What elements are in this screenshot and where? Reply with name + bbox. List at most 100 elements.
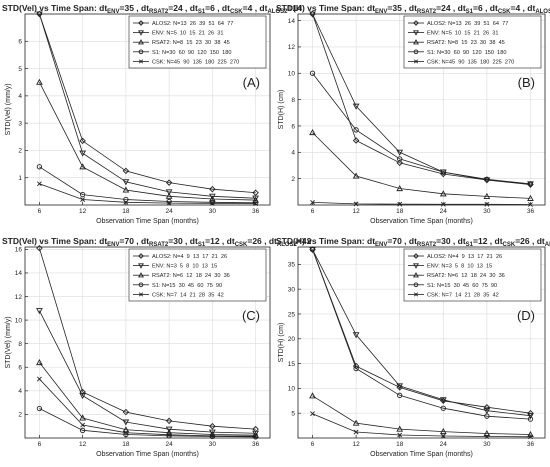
data-point bbox=[122, 408, 130, 416]
data-point bbox=[397, 201, 403, 207]
legend-marker bbox=[138, 263, 144, 269]
x-axis-label: Observation Time Span (months) bbox=[370, 451, 473, 458]
legend-marker bbox=[413, 39, 419, 45]
data-point bbox=[440, 433, 446, 439]
chart-title: STD(Vel) vs Time Span: dtENV=70 , dtRSAT… bbox=[2, 236, 312, 248]
series-line-4 bbox=[312, 249, 531, 420]
y-tick-label: 10 bbox=[15, 317, 23, 324]
y-tick-label: 2 bbox=[18, 412, 22, 419]
data-point bbox=[484, 176, 490, 182]
x-tick-label: 36 bbox=[527, 208, 535, 215]
x-axis-label: Observation Time Span (months) bbox=[370, 218, 473, 225]
plot-frame bbox=[297, 13, 546, 206]
data-point bbox=[353, 127, 359, 133]
data-point bbox=[165, 192, 173, 199]
x-tick-label: 24 bbox=[440, 208, 448, 215]
data-point bbox=[208, 429, 216, 436]
data-point bbox=[396, 425, 404, 432]
legend-marker bbox=[413, 30, 419, 36]
data-point bbox=[123, 199, 129, 205]
data-point bbox=[440, 201, 446, 207]
x-tick-label: 24 bbox=[166, 208, 174, 215]
legend-entry: ENV: N=5 10 15 21 26 31 bbox=[152, 31, 223, 37]
legend-entry: ALOS2: N=4 9 13 17 21 26 bbox=[427, 254, 502, 260]
y-tick-label: 10 bbox=[288, 71, 296, 78]
data-point bbox=[122, 167, 130, 175]
legend-marker bbox=[138, 49, 144, 55]
y-tick-label: 4 bbox=[291, 150, 295, 157]
data-point bbox=[397, 156, 403, 162]
data-point bbox=[209, 422, 216, 430]
series-line-3 bbox=[39, 82, 256, 201]
data-point bbox=[352, 172, 360, 179]
data-point bbox=[484, 413, 490, 419]
y-tick-label: 12 bbox=[15, 294, 23, 301]
y-tick-label: 8 bbox=[18, 341, 22, 348]
panel-label: (A) bbox=[243, 75, 260, 90]
x-tick-label: 36 bbox=[252, 441, 260, 448]
legend-entry: ALOS2: N=13 26 39 51 64 77 bbox=[152, 21, 233, 27]
legend-marker bbox=[138, 30, 144, 36]
x-tick-label: 36 bbox=[527, 441, 535, 448]
series-line-4 bbox=[39, 166, 256, 204]
data-point bbox=[165, 417, 173, 425]
y-tick-label: 5 bbox=[18, 66, 22, 73]
data-point bbox=[253, 201, 258, 207]
legend-entry: RSAT2: N=6 12 18 24 30 36 bbox=[427, 273, 505, 279]
legend-entry: CSK: N=7 14 21 28 35 42 bbox=[152, 292, 224, 298]
series-line-1 bbox=[39, 13, 256, 194]
data-point bbox=[166, 200, 172, 206]
x-axis-label: Observation Time Span (months) bbox=[96, 451, 199, 458]
data-point bbox=[36, 78, 43, 85]
legend-marker bbox=[138, 20, 144, 26]
series-line-2 bbox=[312, 13, 531, 185]
y-tick-label: 6 bbox=[18, 365, 22, 372]
data-point bbox=[209, 185, 216, 193]
data-point bbox=[122, 186, 130, 193]
data-point bbox=[252, 430, 259, 437]
data-point bbox=[310, 411, 315, 417]
chart-panel-4: STD(H) vs Time Span: dtENV=70 , dtRSAT2=… bbox=[276, 236, 550, 458]
data-point bbox=[353, 365, 359, 372]
data-point bbox=[36, 244, 43, 252]
x-tick-label: 18 bbox=[396, 441, 404, 448]
y-tick-label: 25 bbox=[288, 311, 296, 318]
legend-box bbox=[403, 248, 542, 302]
y-tick-label: 6 bbox=[18, 39, 22, 46]
data-point bbox=[79, 150, 87, 157]
data-point bbox=[36, 308, 43, 315]
data-point bbox=[353, 429, 359, 435]
legend-marker bbox=[138, 59, 144, 64]
data-point bbox=[166, 432, 172, 438]
data-point bbox=[309, 246, 316, 253]
series-line-1 bbox=[39, 248, 256, 430]
x-tick-label: 18 bbox=[396, 208, 404, 215]
legend-marker bbox=[138, 253, 144, 259]
legend-marker bbox=[413, 59, 419, 64]
legend-marker bbox=[138, 39, 144, 45]
data-point bbox=[165, 179, 173, 186]
x-tick-label: 30 bbox=[483, 208, 491, 215]
data-point bbox=[208, 195, 216, 202]
legend-marker bbox=[413, 20, 419, 26]
x-tick-label: 18 bbox=[122, 441, 130, 448]
y-tick-label: 20 bbox=[288, 336, 296, 343]
series-line-2 bbox=[39, 310, 256, 434]
data-point bbox=[36, 164, 43, 170]
data-point bbox=[79, 137, 86, 145]
data-point bbox=[440, 169, 446, 175]
data-point bbox=[208, 193, 216, 200]
data-point bbox=[309, 11, 316, 18]
series-line-2 bbox=[312, 249, 531, 417]
data-point bbox=[439, 397, 447, 404]
legend-entry: ALOS2: N=13 26 39 51 64 77 bbox=[427, 21, 508, 27]
x-tick-label: 6 bbox=[311, 208, 315, 215]
data-point bbox=[37, 181, 42, 187]
data-point bbox=[352, 332, 360, 339]
data-point bbox=[309, 70, 316, 76]
chart-title: STD(H) vs Time Span: dtENV=70 , dtRSAT2=… bbox=[276, 236, 550, 248]
legend-entry: ENV: N=3 5 8 10 13 15 bbox=[152, 264, 217, 270]
data-point bbox=[483, 177, 491, 184]
y-tick-label: 15 bbox=[288, 361, 296, 368]
